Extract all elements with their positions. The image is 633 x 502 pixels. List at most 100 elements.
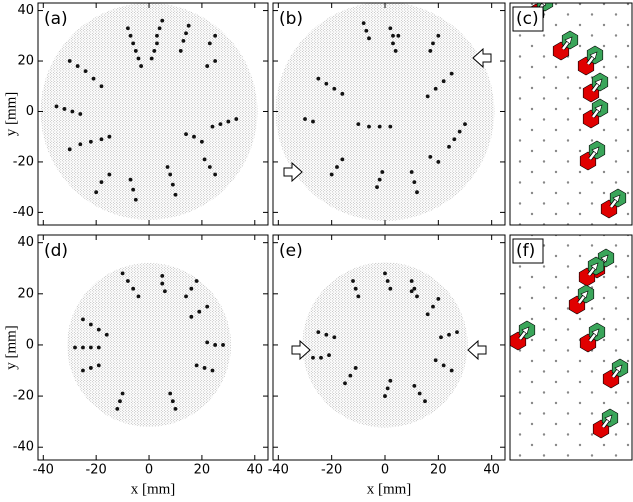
panel-frame — [272, 2, 506, 226]
defect-point — [311, 355, 315, 360]
defect-point — [380, 170, 385, 174]
plot-area — [510, 3, 633, 225]
defect-point — [433, 86, 438, 91]
defect-point — [54, 104, 59, 109]
defect-point — [415, 294, 419, 299]
defect-point — [353, 366, 358, 370]
defect-point — [388, 124, 393, 129]
panel: (f) — [509, 234, 633, 461]
defect-point — [367, 124, 371, 129]
defect-point — [205, 64, 210, 68]
defect-point — [149, 56, 154, 61]
defect-point — [125, 279, 130, 283]
defect-point — [367, 36, 371, 41]
defect-point — [353, 286, 358, 291]
defect-point — [73, 345, 77, 350]
compression-arrow — [467, 339, 487, 361]
defect-point — [388, 378, 393, 383]
defect-point — [205, 340, 210, 345]
defect-point — [433, 358, 438, 363]
y-tick-label: 40 — [17, 3, 34, 18]
defect-point — [168, 172, 173, 177]
defect-point — [340, 91, 345, 96]
defect-point — [393, 49, 398, 53]
defect-point — [409, 289, 414, 294]
defect-point — [104, 332, 109, 337]
defect-point — [455, 330, 459, 335]
defect-point — [213, 172, 218, 177]
arrow-head — [591, 146, 600, 155]
defect-point — [452, 137, 457, 142]
defect-point — [160, 18, 165, 23]
defect-point — [207, 41, 212, 46]
defect-point — [457, 129, 462, 134]
defect-point — [391, 33, 395, 38]
defect-point — [165, 165, 170, 169]
y-axis-label: y [mm] — [3, 92, 19, 137]
defect-point — [75, 64, 80, 68]
panel-label: (d) — [44, 241, 68, 261]
defect-point — [436, 33, 441, 38]
x-tick-label: -40 — [33, 463, 54, 478]
defect-point — [152, 49, 157, 53]
defect-point — [155, 41, 159, 46]
defect-point — [96, 363, 101, 368]
defect-point — [361, 21, 366, 26]
panel-label: (e) — [279, 241, 303, 261]
defect-point — [67, 59, 72, 63]
defect-point — [78, 112, 83, 116]
defect-point — [88, 366, 93, 370]
defect-point — [425, 312, 430, 317]
defect-point — [128, 33, 133, 38]
defect-point — [205, 304, 210, 309]
defect-point — [218, 122, 223, 126]
defect-point — [131, 286, 136, 291]
defect-point — [115, 406, 120, 411]
defect-point — [383, 271, 387, 276]
arrow-head — [594, 78, 603, 87]
defect-point — [324, 81, 329, 86]
defect-point — [385, 279, 390, 283]
defect-point — [377, 177, 382, 182]
defect-point — [409, 170, 414, 174]
defect-point — [375, 185, 379, 190]
defect-point — [356, 294, 361, 299]
panel-label: (f) — [516, 241, 535, 261]
defect-point — [139, 64, 144, 68]
defect-point — [329, 172, 334, 177]
defect-point — [184, 132, 188, 137]
panel-frame — [509, 2, 633, 226]
defect-point — [81, 345, 85, 350]
defect-point — [340, 157, 345, 162]
defect-point — [170, 182, 175, 187]
plot-area — [40, 3, 258, 220]
defect-point — [207, 165, 212, 169]
defect-point — [62, 107, 67, 111]
x-tick-label: -40 — [268, 463, 289, 478]
label-box — [512, 6, 544, 32]
defect-point — [162, 289, 167, 294]
defect-point — [197, 309, 202, 314]
defect-point — [78, 142, 83, 147]
panel: -40 -20 0 20 40 y [mm] (a) — [3, 2, 269, 226]
compression-arrow — [283, 161, 303, 183]
defect-point — [88, 139, 93, 144]
label-box — [512, 238, 544, 264]
x-tick-label: 20 — [430, 463, 447, 478]
defect-point — [81, 368, 85, 373]
defect-point — [202, 157, 207, 162]
panel-label: (a) — [44, 9, 68, 29]
defect-point — [447, 144, 451, 149]
defect-point — [431, 304, 435, 309]
defect-point — [447, 332, 451, 337]
defect-point — [194, 279, 199, 283]
defect-point — [431, 41, 435, 46]
defect-point — [364, 28, 369, 33]
defect-point — [332, 335, 337, 340]
defect-point — [226, 119, 231, 124]
defect-point — [118, 399, 122, 404]
arrow-head — [604, 414, 613, 423]
defect-point — [391, 41, 395, 46]
y-tick-label: -40 — [13, 440, 34, 455]
